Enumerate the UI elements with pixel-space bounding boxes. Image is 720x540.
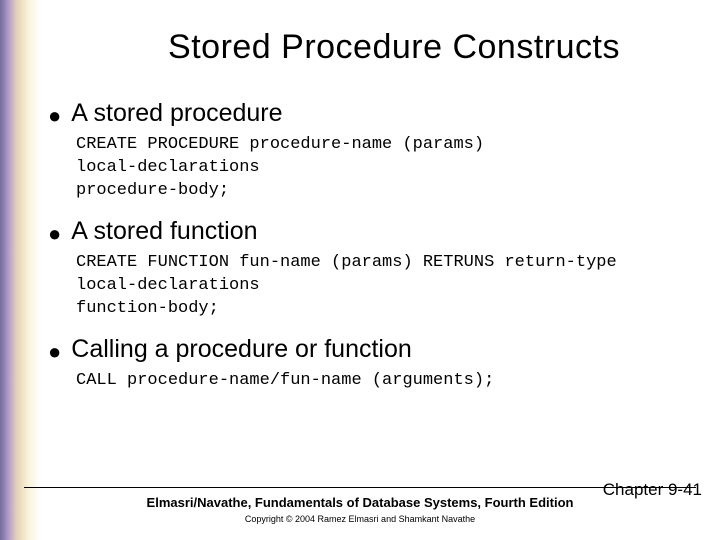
bullet-heading-text: Calling a procedure or function xyxy=(71,335,411,364)
bullet-item: ● A stored procedure CREATE PROCEDURE pr… xyxy=(48,99,690,203)
slide-title: Stored Procedure Constructs xyxy=(98,28,690,67)
footer-citation: Elmasri/Navathe, Fundamentals of Databas… xyxy=(147,495,574,510)
footer-rule xyxy=(24,487,696,488)
bullet-icon: ● xyxy=(48,105,61,127)
code-block: CREATE PROCEDURE procedure-name (params)… xyxy=(76,134,690,203)
slide-body: Stored Procedure Constructs ● A stored p… xyxy=(0,0,720,540)
slide-footer: Elmasri/Navathe, Fundamentals of Databas… xyxy=(0,487,720,524)
bullet-icon: ● xyxy=(48,223,61,245)
bullet-item: ● Calling a procedure or function CALL p… xyxy=(48,335,690,393)
bullet-item: ● A stored function CREATE FUNCTION fun-… xyxy=(48,217,690,321)
bullet-heading: ● A stored function xyxy=(48,217,690,246)
bullet-icon: ● xyxy=(48,341,61,363)
bullet-heading: ● A stored procedure xyxy=(48,99,690,128)
code-block: CALL procedure-name/fun-name (arguments)… xyxy=(76,370,690,393)
bullet-heading: ● Calling a procedure or function xyxy=(48,335,690,364)
footer-chapter: Chapter 9-41 xyxy=(603,480,702,500)
bullet-heading-text: A stored procedure xyxy=(71,99,282,128)
code-block: CREATE FUNCTION fun-name (params) RETRUN… xyxy=(76,252,690,321)
footer-copyright: Copyright © 2004 Ramez Elmasri and Shamk… xyxy=(0,514,720,524)
bullet-heading-text: A stored function xyxy=(71,217,257,246)
